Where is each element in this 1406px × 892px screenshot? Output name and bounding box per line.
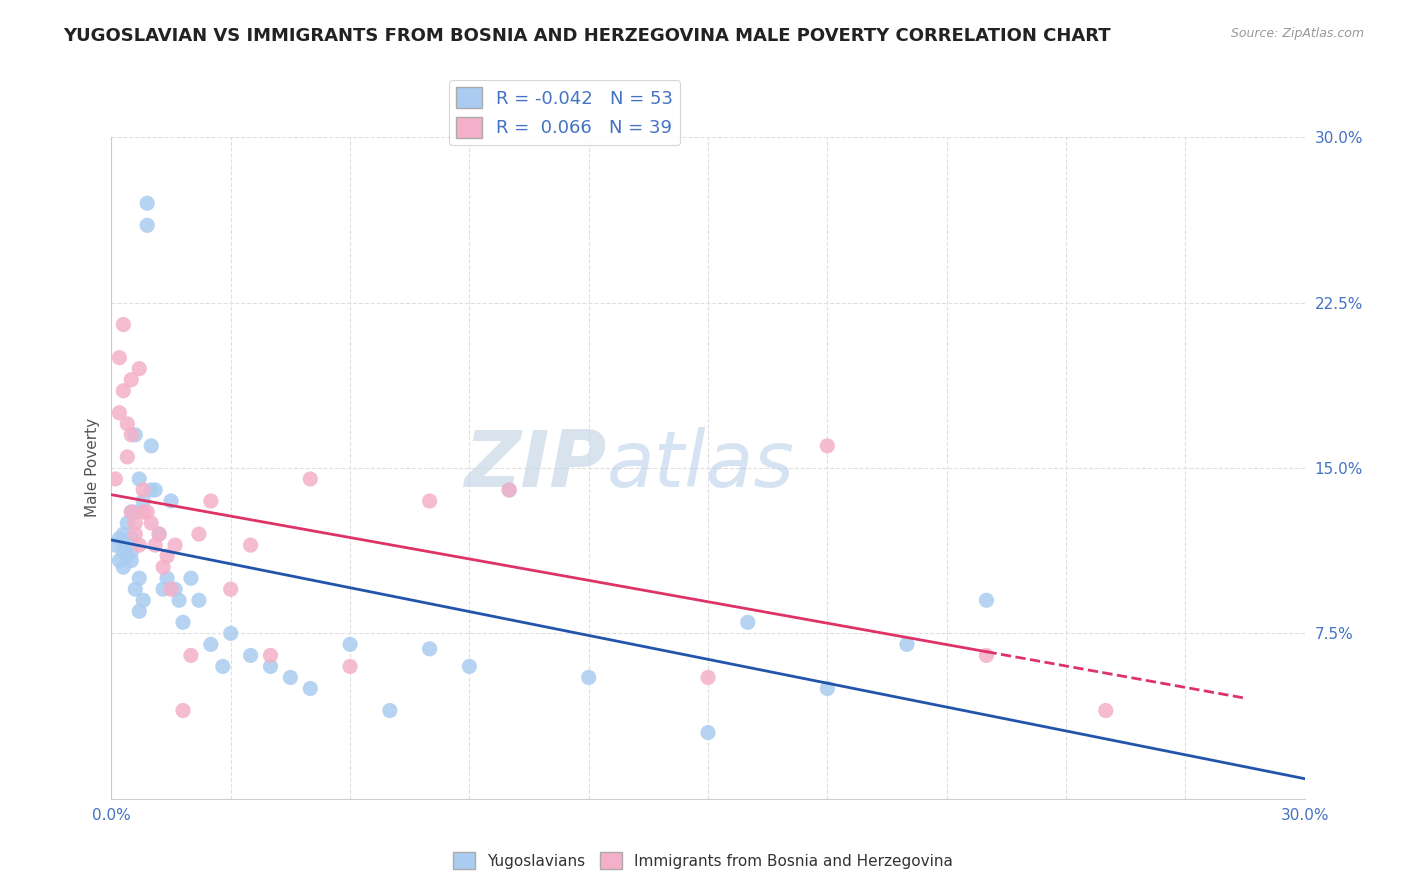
Point [180,648,202,663]
Point [112,560,135,574]
Point [259,659,281,673]
Point [108,532,131,546]
Point [156,549,179,563]
Point [339,659,361,673]
Point [239,538,262,552]
Point [697,670,720,684]
Point [896,637,918,651]
Legend: R = -0.042   N = 53, R =  0.066   N = 39: R = -0.042 N = 53, R = 0.066 N = 39 [450,80,681,145]
Y-axis label: Male Poverty: Male Poverty [86,418,100,517]
Legend: Yugoslavians, Immigrants from Bosnia and Herzegovina: Yugoslavians, Immigrants from Bosnia and… [447,846,959,875]
Point [128,472,150,486]
Point [578,670,600,684]
Point [124,527,146,541]
Text: YUGOSLAVIAN VS IMMIGRANTS FROM BOSNIA AND HERZEGOVINA MALE POVERTY CORRELATION C: YUGOSLAVIAN VS IMMIGRANTS FROM BOSNIA AN… [63,27,1111,45]
Point [160,582,183,597]
Point [156,571,179,585]
Point [200,494,222,508]
Point [498,483,520,497]
Point [180,571,202,585]
Point [124,582,146,597]
Point [148,527,170,541]
Point [120,505,142,519]
Point [1094,704,1116,718]
Point [378,704,401,718]
Point [132,494,155,508]
Point [152,582,174,597]
Point [120,373,142,387]
Point [141,439,163,453]
Point [299,681,322,696]
Point [128,604,150,618]
Point [815,439,838,453]
Point [419,641,441,656]
Point [132,483,155,497]
Point [112,318,135,332]
Point [697,725,720,739]
Point [219,582,242,597]
Point [117,450,139,464]
Point [239,648,262,663]
Point [112,545,135,559]
Point [339,637,361,651]
Point [187,527,209,541]
Point [136,196,159,211]
Point [200,637,222,651]
Text: Source: ZipAtlas.com: Source: ZipAtlas.com [1230,27,1364,40]
Point [259,648,281,663]
Point [117,516,139,530]
Point [124,505,146,519]
Point [143,483,166,497]
Point [117,549,139,563]
Point [120,545,142,559]
Point [108,406,131,420]
Point [108,351,131,365]
Point [136,505,159,519]
Point [165,538,187,552]
Point [815,681,838,696]
Point [737,615,759,630]
Point [112,384,135,398]
Point [458,659,481,673]
Point [141,483,163,497]
Point [165,582,187,597]
Point [112,527,135,541]
Point [419,494,441,508]
Point [148,527,170,541]
Point [152,560,174,574]
Point [167,593,190,607]
Text: ZIP: ZIP [464,426,606,502]
Point [136,219,159,233]
Point [108,553,131,567]
Point [172,615,194,630]
Point [104,472,127,486]
Text: atlas: atlas [606,426,794,502]
Point [128,361,150,376]
Point [172,704,194,718]
Point [117,417,139,431]
Point [104,538,127,552]
Point [120,553,142,567]
Point [219,626,242,640]
Point [141,516,163,530]
Point [498,483,520,497]
Point [299,472,322,486]
Point [128,571,150,585]
Point [124,516,146,530]
Point [976,648,998,663]
Point [120,427,142,442]
Point [976,593,998,607]
Point [120,505,142,519]
Point [160,494,183,508]
Point [128,538,150,552]
Point [211,659,233,673]
Point [124,427,146,442]
Point [187,593,209,607]
Point [120,532,142,546]
Point [280,670,302,684]
Point [132,593,155,607]
Point [117,538,139,552]
Point [143,538,166,552]
Point [132,505,155,519]
